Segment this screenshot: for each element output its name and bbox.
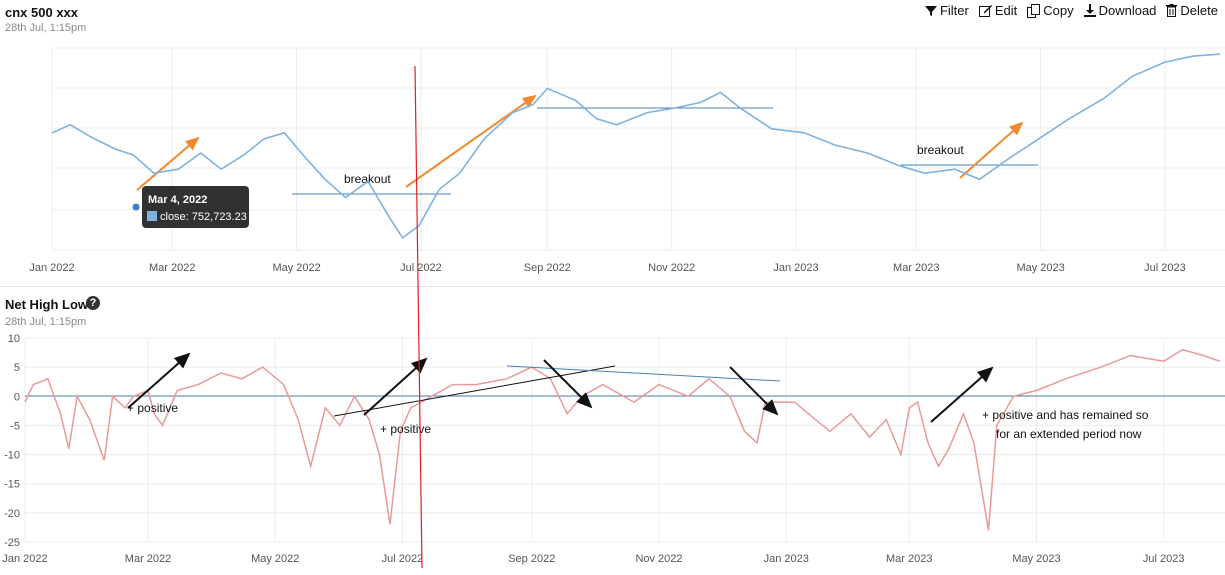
download-button-label: Download [1098, 3, 1157, 18]
trend-line-falling [506, 365, 781, 382]
price-x-tick-label: Nov 2022 [648, 262, 695, 274]
nhl-x-tick-label: Mar 2022 [125, 553, 171, 565]
chart-title: cnx 500 xxx [5, 5, 79, 20]
price-chart-x-axis: Jan 2022 Mar 2022 May 2022 Jul 2022 Sep 2022… [29, 262, 1185, 274]
nhl-y-tick-label: -25 [4, 537, 20, 549]
tooltip-date: Mar 4, 2022 [148, 194, 207, 206]
copy-button-label: Copy [1043, 3, 1074, 18]
filter-button-label: Filter [939, 3, 969, 18]
nhl-y-tick-label: -15 [4, 479, 20, 491]
annotation-arrow-5 [930, 366, 994, 423]
trend-arrow-3 [959, 121, 1024, 179]
nhl-x-tick-label: Jan 2022 [2, 553, 47, 565]
annotation-arrow-2 [363, 357, 428, 416]
trend-arrow-1 [136, 136, 200, 191]
price-x-tick-label: Jul 2022 [400, 262, 442, 274]
positive-label-2: + positive [380, 422, 431, 436]
help-icon[interactable]: ? [86, 296, 100, 310]
tooltip: Mar 4, 2022 close: 752,723.23 [142, 186, 249, 228]
nethighlow-y-axis: 10 5 0 -5 -10 -15 -20 -25 [4, 333, 20, 549]
breakout-label-2: breakout [917, 143, 964, 157]
price-x-tick-label: Sep 2022 [524, 262, 571, 274]
annotation-arrow-1 [127, 352, 191, 409]
price-x-tick-label: Jan 2022 [29, 262, 74, 274]
nhl-y-tick-label: 0 [14, 391, 20, 403]
delete-button[interactable]: Delete [1166, 3, 1218, 18]
chart2-timestamp: 28th Jul, 1:15pm [5, 316, 87, 328]
positive-label-3: + positive and has remained so [982, 408, 1149, 422]
nethighlow-x-axis: Jan 2022 Mar 2022 May 2022 Jul 2022 Sep 2022… [2, 553, 1184, 565]
nhl-x-tick-label: Sep 2022 [508, 553, 555, 565]
nhl-x-tick-label: Jul 2023 [1143, 553, 1185, 565]
price-x-tick-label: Mar 2022 [149, 262, 195, 274]
price-x-tick-label: Mar 2023 [893, 262, 939, 274]
chart-timestamp: 28th Jul, 1:15pm [5, 22, 87, 34]
price-x-tick-label: Jan 2023 [773, 262, 818, 274]
price-chart-overlays: breakout breakout [136, 94, 1038, 195]
positive-label-1: + positive [127, 401, 178, 415]
edit-icon [978, 5, 992, 17]
breakout-label-1: breakout [344, 172, 391, 186]
price-x-tick-label: May 2022 [272, 262, 320, 274]
download-button[interactable]: Download [1083, 3, 1157, 18]
nhl-x-tick-label: Nov 2022 [635, 553, 682, 565]
nhl-y-tick-label: 10 [8, 333, 20, 345]
tooltip-swatch [147, 211, 157, 221]
price-x-tick-label: Jul 2023 [1144, 262, 1186, 274]
trend-line-rising [333, 365, 616, 417]
nethighlow-overlays: + positive + positive + positive and has… [127, 352, 1149, 441]
filter-icon [924, 5, 937, 16]
tooltip-point[interactable] [132, 203, 140, 211]
copy-icon [1027, 3, 1041, 18]
copy-button[interactable]: Copy [1027, 3, 1074, 18]
delete-button-label: Delete [1180, 3, 1218, 18]
price-x-tick-label: May 2023 [1016, 262, 1064, 274]
nhl-x-tick-label: Jul 2022 [382, 553, 424, 565]
price-series-line[interactable] [51, 53, 1221, 240]
trash-icon [1166, 4, 1178, 17]
filter-button[interactable]: Filter [924, 3, 969, 18]
nhl-y-tick-label: 5 [14, 362, 20, 374]
edit-button-label: Edit [994, 3, 1018, 18]
nhl-y-tick-label: -10 [4, 450, 20, 462]
chart2-title: Net High Low [5, 297, 89, 312]
tooltip-box [142, 186, 249, 228]
nhl-x-tick-label: May 2023 [1012, 553, 1060, 565]
trend-arrow-2 [405, 94, 537, 188]
toolbar: Filter Edit Copy Download Delete [924, 3, 1218, 18]
positive-label-3-cont: for an extended period now [996, 427, 1142, 441]
panel-divider [0, 286, 1225, 287]
annotation-arrow-4 [729, 366, 779, 416]
annotation-arrow-3 [543, 359, 593, 409]
nhl-x-tick-label: Mar 2023 [886, 553, 932, 565]
nhl-y-tick-label: -20 [4, 508, 20, 520]
nhl-x-tick-label: Jan 2023 [764, 553, 809, 565]
date-marker-line [414, 65, 423, 569]
tooltip-value: close: 752,723.23 [160, 211, 247, 223]
nhl-x-tick-label: May 2022 [251, 553, 299, 565]
nhl-y-tick-label: -5 [10, 420, 20, 432]
download-icon [1083, 4, 1096, 17]
edit-button[interactable]: Edit [978, 3, 1018, 18]
